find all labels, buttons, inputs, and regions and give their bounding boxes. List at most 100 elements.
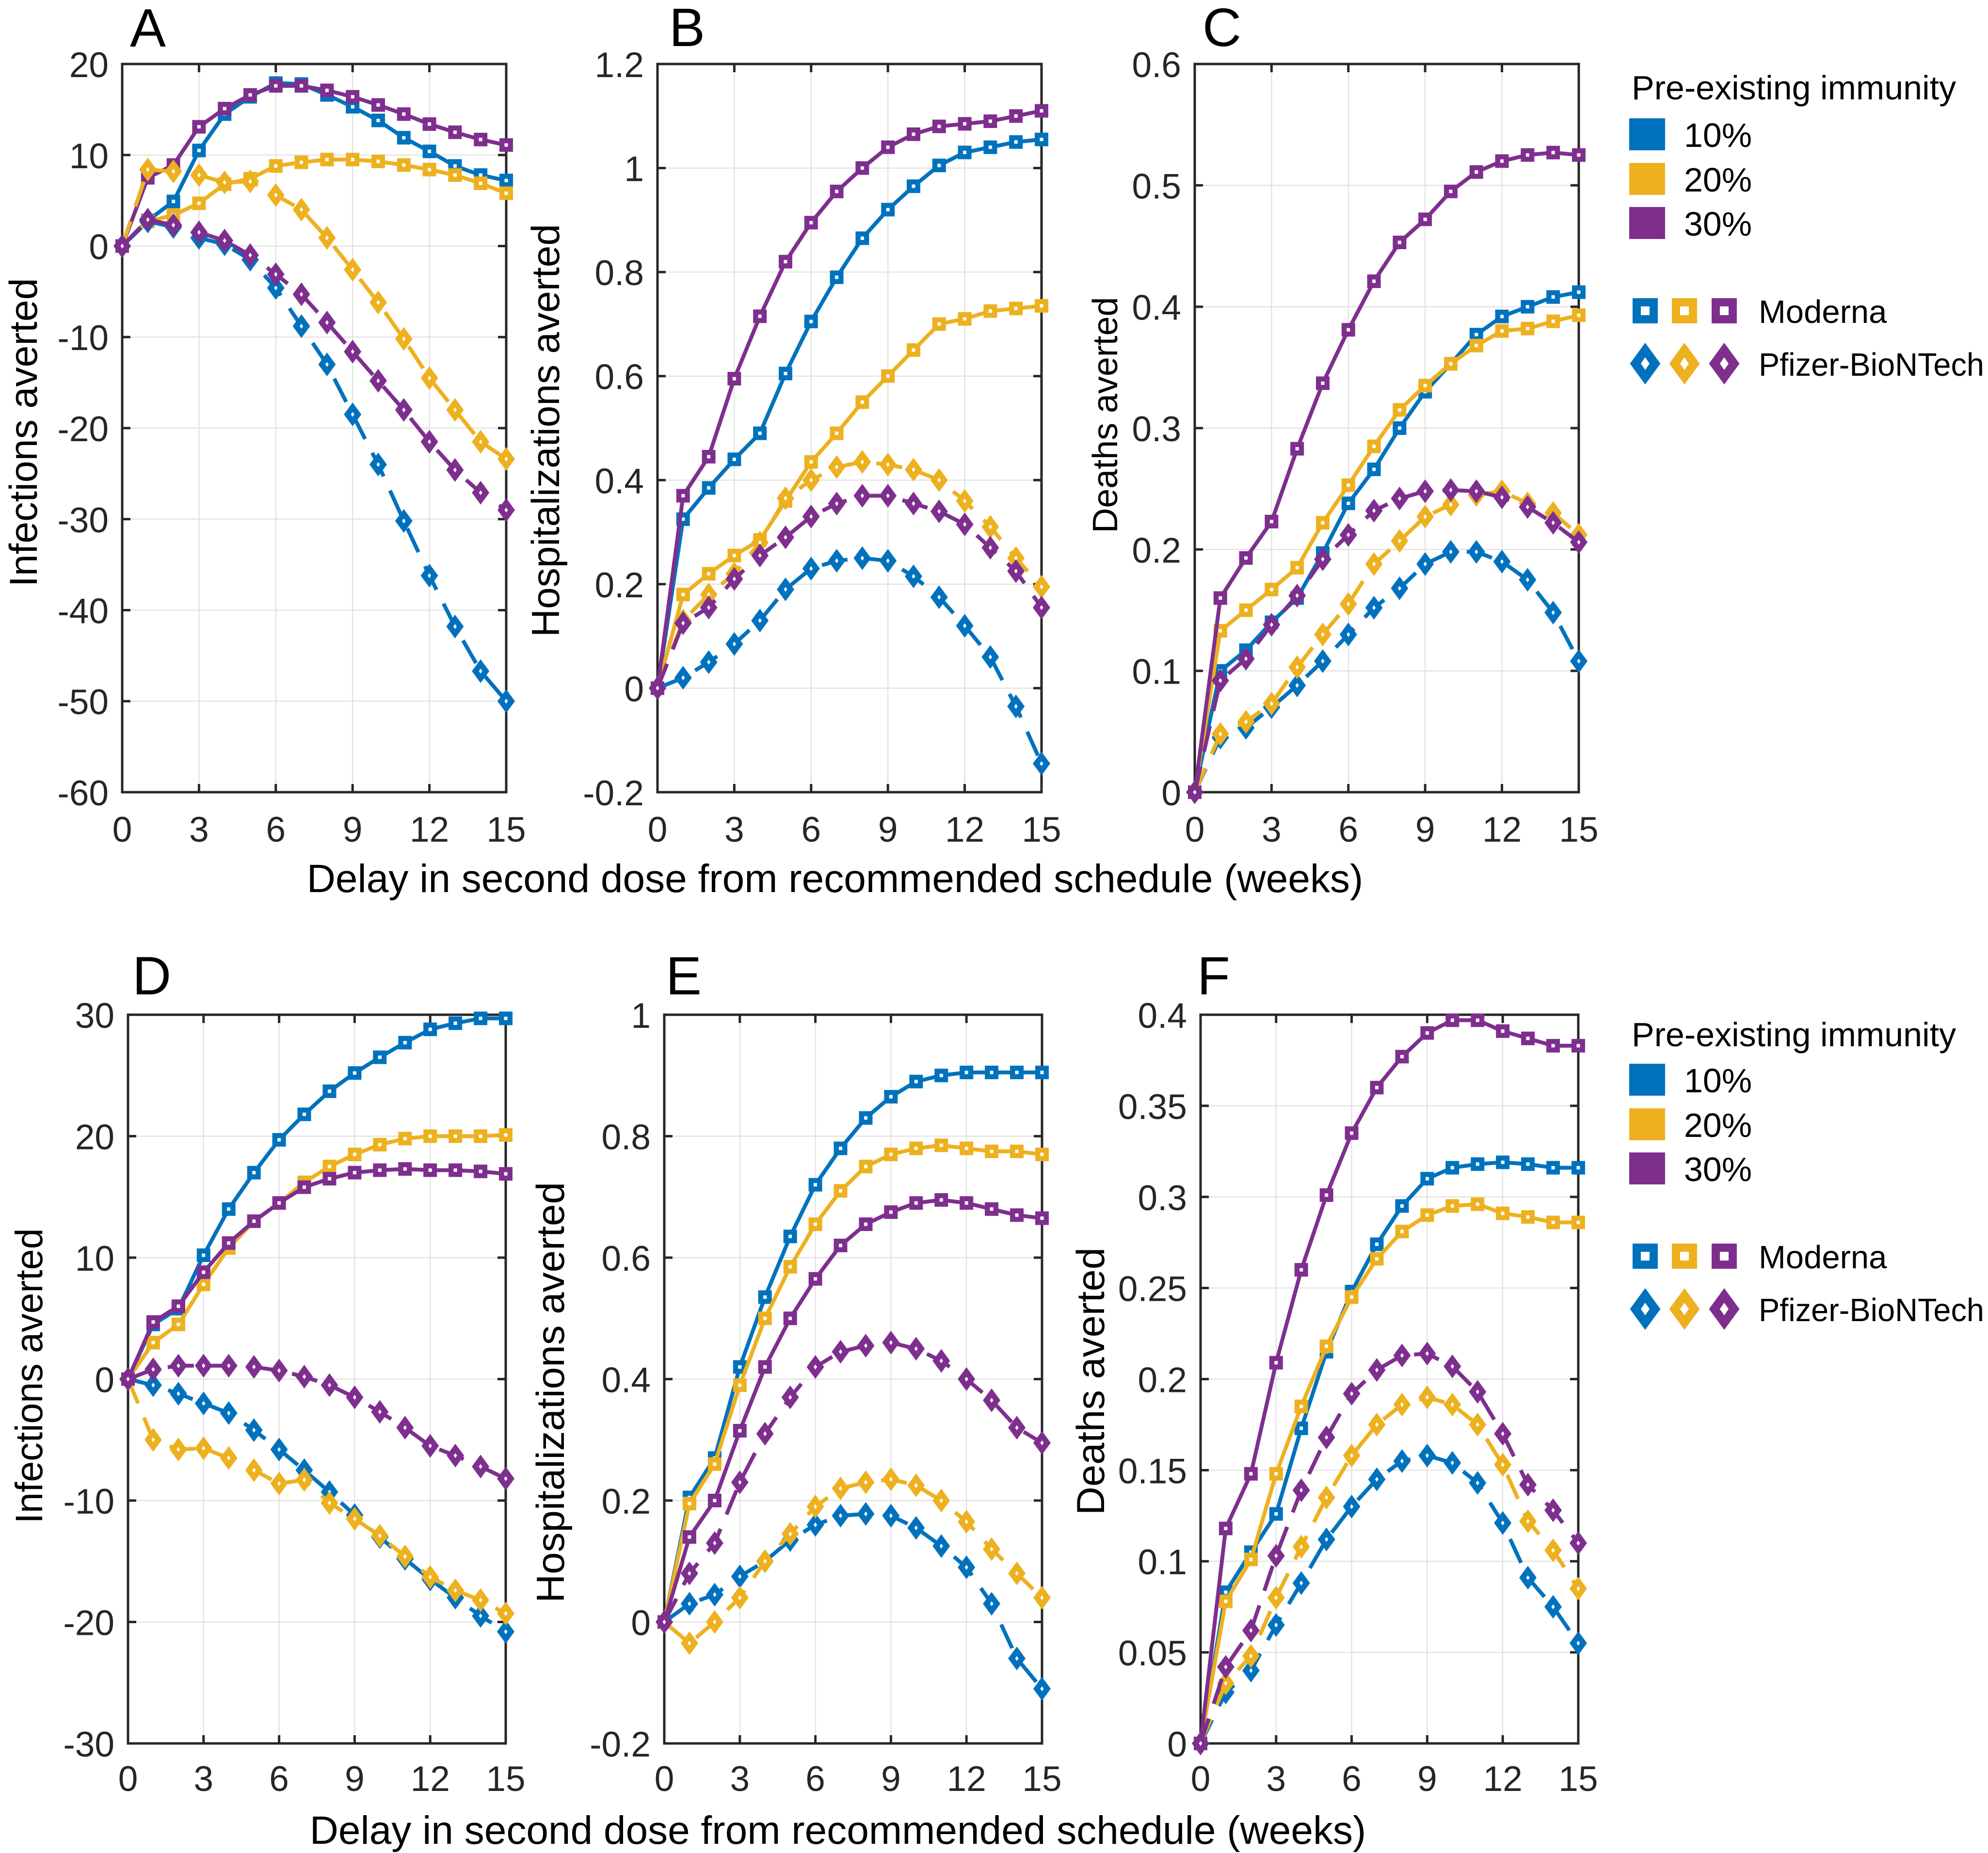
svg-text:B: B — [669, 0, 705, 58]
svg-text:Moderna: Moderna — [1759, 294, 1887, 330]
svg-text:0: 0 — [655, 1759, 674, 1799]
svg-text:3: 3 — [724, 810, 744, 849]
svg-text:-60: -60 — [57, 774, 109, 813]
svg-text:3: 3 — [193, 1759, 213, 1799]
svg-text:20: 20 — [75, 1118, 114, 1157]
svg-text:0.4: 0.4 — [1132, 288, 1181, 328]
svg-text:12: 12 — [947, 1759, 986, 1799]
svg-text:6: 6 — [1342, 1759, 1362, 1799]
svg-text:1: 1 — [624, 150, 644, 189]
svg-text:-0.2: -0.2 — [590, 1725, 651, 1764]
svg-text:6: 6 — [805, 1759, 825, 1799]
svg-text:-20: -20 — [57, 410, 109, 449]
svg-text:0.6: 0.6 — [1132, 46, 1181, 85]
svg-text:6: 6 — [269, 1759, 289, 1799]
svg-text:Pre-existing immunity: Pre-existing immunity — [1632, 69, 1956, 107]
svg-text:0.4: 0.4 — [1138, 996, 1187, 1036]
svg-text:0.35: 0.35 — [1118, 1087, 1187, 1127]
svg-text:-30: -30 — [63, 1725, 114, 1764]
svg-text:Deaths averted: Deaths averted — [1069, 1247, 1113, 1515]
svg-text:12: 12 — [945, 810, 984, 849]
svg-text:3: 3 — [1266, 1759, 1286, 1799]
svg-text:0: 0 — [1185, 810, 1205, 849]
svg-text:0.15: 0.15 — [1118, 1452, 1187, 1491]
svg-text:9: 9 — [1415, 810, 1435, 849]
svg-text:30: 30 — [75, 996, 114, 1036]
svg-text:9: 9 — [878, 810, 898, 849]
svg-text:9: 9 — [343, 810, 363, 849]
svg-text:-10: -10 — [57, 319, 109, 358]
svg-text:0: 0 — [1161, 774, 1181, 813]
svg-text:0.1: 0.1 — [1138, 1543, 1187, 1582]
svg-text:12: 12 — [1483, 1759, 1523, 1799]
svg-text:0: 0 — [624, 670, 644, 709]
svg-text:0.25: 0.25 — [1118, 1270, 1187, 1309]
svg-text:3: 3 — [1262, 810, 1282, 849]
svg-text:0.4: 0.4 — [595, 462, 644, 501]
svg-text:15: 15 — [1559, 810, 1598, 849]
svg-text:Delay in second dose from reco: Delay in second dose from recommended sc… — [307, 857, 1363, 901]
svg-text:0.4: 0.4 — [602, 1361, 651, 1400]
svg-text:-0.2: -0.2 — [583, 774, 644, 813]
svg-text:-50: -50 — [57, 683, 109, 722]
svg-text:E: E — [666, 946, 702, 1006]
svg-text:12: 12 — [411, 1759, 450, 1799]
svg-text:0.2: 0.2 — [602, 1482, 651, 1521]
svg-text:Hospitalizations averted: Hospitalizations averted — [529, 1182, 573, 1603]
svg-text:Moderna: Moderna — [1759, 1239, 1887, 1276]
svg-text:0: 0 — [89, 228, 109, 267]
svg-text:0: 0 — [112, 810, 132, 849]
svg-text:10%: 10% — [1684, 116, 1752, 154]
svg-text:1.2: 1.2 — [595, 46, 644, 85]
svg-text:Hospitalizations averted: Hospitalizations averted — [524, 224, 568, 637]
svg-text:Pfizer-BioNTech: Pfizer-BioNTech — [1759, 1292, 1984, 1328]
svg-text:D: D — [132, 946, 171, 1006]
svg-text:10%: 10% — [1684, 1062, 1752, 1100]
svg-text:-10: -10 — [63, 1482, 114, 1521]
svg-text:15: 15 — [1022, 810, 1061, 849]
svg-text:0.2: 0.2 — [595, 566, 644, 605]
svg-text:1: 1 — [631, 996, 651, 1036]
svg-text:9: 9 — [345, 1759, 365, 1799]
svg-text:30%: 30% — [1684, 1150, 1752, 1188]
svg-text:0: 0 — [648, 810, 668, 849]
svg-text:-30: -30 — [57, 501, 109, 540]
svg-text:0.5: 0.5 — [1132, 167, 1181, 206]
svg-text:Infections averted: Infections averted — [7, 1229, 50, 1524]
svg-text:0.2: 0.2 — [1132, 531, 1181, 570]
svg-text:0.3: 0.3 — [1138, 1179, 1187, 1218]
svg-text:0: 0 — [631, 1604, 651, 1643]
svg-text:-20: -20 — [63, 1604, 114, 1643]
svg-text:15: 15 — [1022, 1759, 1061, 1799]
svg-text:10: 10 — [75, 1239, 114, 1278]
svg-text:10: 10 — [69, 137, 109, 176]
svg-text:6: 6 — [801, 810, 821, 849]
svg-text:15: 15 — [486, 1759, 525, 1799]
svg-text:6: 6 — [266, 810, 286, 849]
svg-text:C: C — [1202, 0, 1241, 58]
svg-text:0.8: 0.8 — [595, 254, 644, 293]
svg-text:20%: 20% — [1684, 1106, 1752, 1144]
svg-text:12: 12 — [1482, 810, 1522, 849]
svg-text:3: 3 — [730, 1759, 750, 1799]
svg-text:9: 9 — [881, 1759, 901, 1799]
svg-text:20%: 20% — [1684, 161, 1752, 199]
svg-text:0.1: 0.1 — [1132, 653, 1181, 692]
svg-text:15: 15 — [1558, 1759, 1598, 1799]
svg-text:0.6: 0.6 — [602, 1239, 651, 1278]
svg-text:0.6: 0.6 — [595, 358, 644, 397]
svg-text:Delay in second dose from reco: Delay in second dose from recommended sc… — [310, 1808, 1366, 1853]
svg-text:A: A — [130, 0, 166, 58]
svg-text:0.8: 0.8 — [602, 1118, 651, 1157]
svg-text:0: 0 — [1191, 1759, 1211, 1799]
svg-text:-40: -40 — [57, 592, 109, 631]
svg-text:12: 12 — [410, 810, 449, 849]
svg-text:Infections averted: Infections averted — [2, 278, 46, 587]
svg-text:Pfizer-BioNTech: Pfizer-BioNTech — [1759, 347, 1984, 383]
svg-text:0.05: 0.05 — [1118, 1634, 1187, 1673]
svg-text:0: 0 — [118, 1759, 138, 1799]
svg-text:Pre-existing immunity: Pre-existing immunity — [1632, 1016, 1956, 1054]
svg-text:0: 0 — [95, 1361, 114, 1400]
svg-text:9: 9 — [1417, 1759, 1437, 1799]
svg-text:0.3: 0.3 — [1132, 410, 1181, 449]
